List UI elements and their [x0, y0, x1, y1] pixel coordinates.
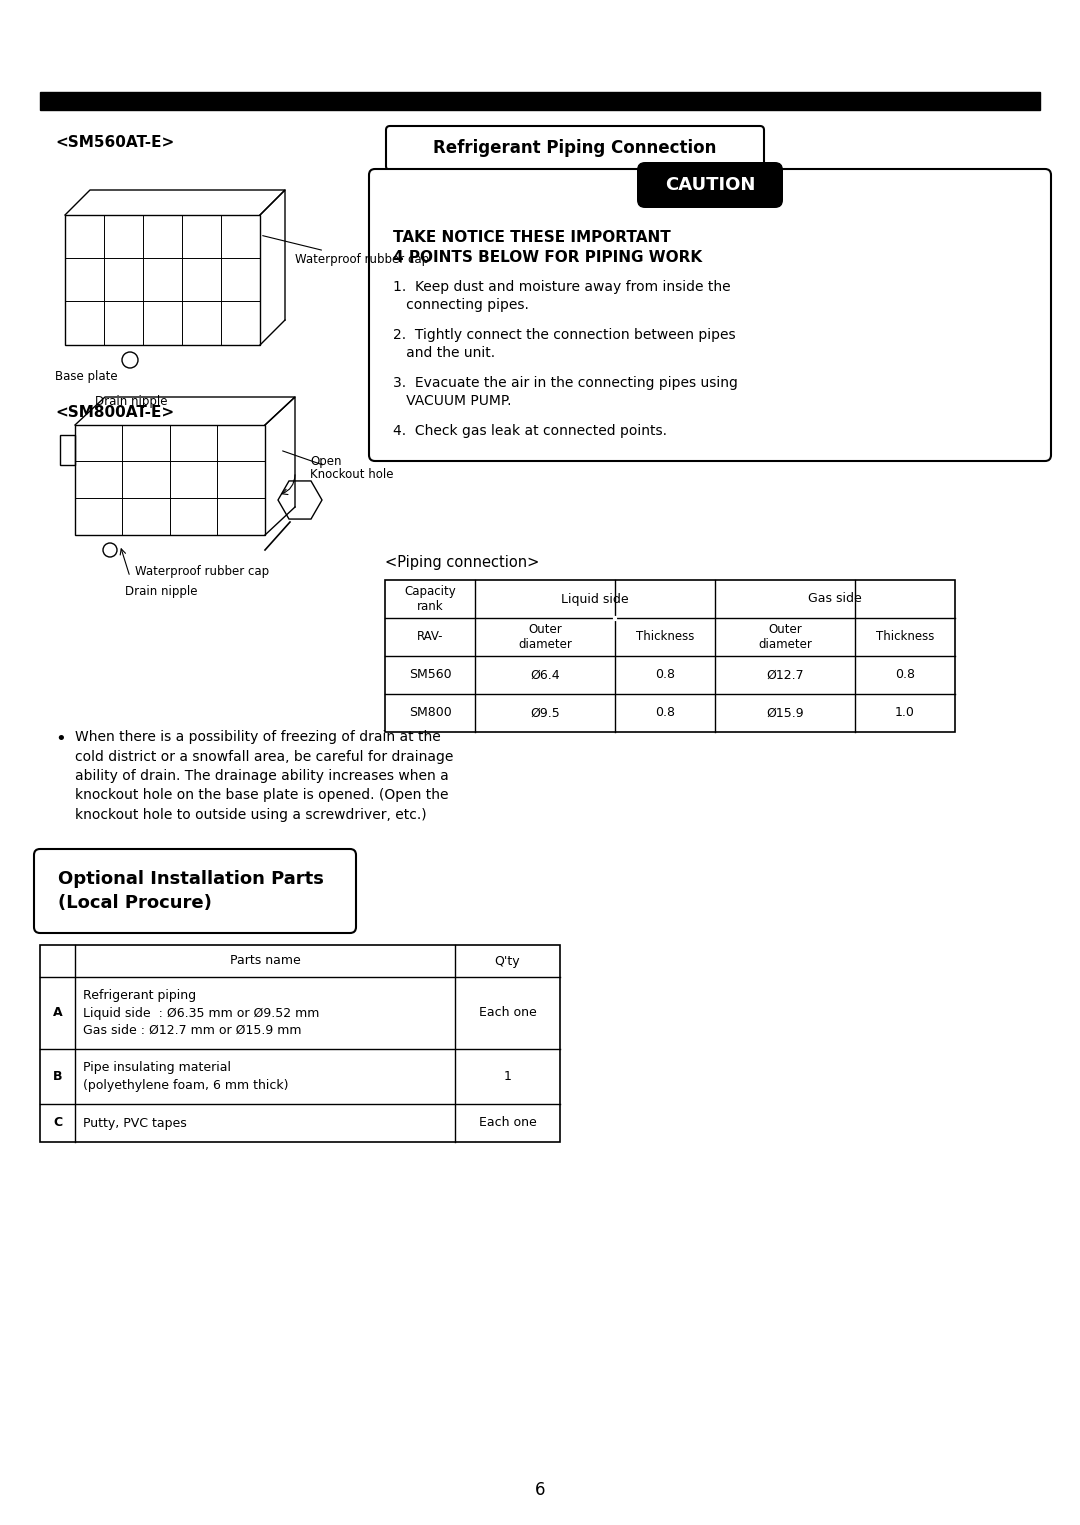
Text: 6: 6: [535, 1481, 545, 1499]
Text: <Piping connection>: <Piping connection>: [384, 555, 539, 570]
Text: 1.0: 1.0: [895, 706, 915, 720]
Text: 1.  Keep dust and moisture away from inside the
   connecting pipes.: 1. Keep dust and moisture away from insi…: [393, 281, 731, 313]
Text: SM800: SM800: [408, 706, 451, 720]
Text: <SM560AT-E>: <SM560AT-E>: [55, 136, 174, 149]
Text: Each one: Each one: [478, 1116, 537, 1130]
Text: Refrigerant Piping Connection: Refrigerant Piping Connection: [433, 139, 717, 157]
Text: 3.  Evacuate the air in the connecting pipes using
   VACUUM PUMP.: 3. Evacuate the air in the connecting pi…: [393, 377, 738, 409]
Text: Capacity
rank: Capacity rank: [404, 586, 456, 613]
Text: Thickness: Thickness: [636, 630, 694, 644]
Text: Drain nipple: Drain nipple: [95, 395, 167, 409]
Text: Ø15.9: Ø15.9: [766, 706, 804, 720]
Text: Q'ty: Q'ty: [495, 955, 521, 967]
Text: Gas side: Gas side: [808, 593, 862, 605]
Text: Knockout hole: Knockout hole: [283, 451, 393, 482]
Text: C: C: [53, 1116, 62, 1130]
FancyBboxPatch shape: [369, 169, 1051, 461]
Text: Parts name: Parts name: [230, 955, 300, 967]
Text: CAUTION: CAUTION: [665, 175, 755, 194]
FancyBboxPatch shape: [33, 849, 356, 933]
Bar: [384, 580, 955, 732]
Text: Outer
diameter: Outer diameter: [758, 624, 812, 651]
Text: TAKE NOTICE THESE IMPORTANT
4 POINTS BELOW FOR PIPING WORK: TAKE NOTICE THESE IMPORTANT 4 POINTS BEL…: [393, 230, 702, 265]
Text: Optional Installation Parts
(Local Procure): Optional Installation Parts (Local Procu…: [58, 871, 324, 912]
Text: Waterproof rubber cap: Waterproof rubber cap: [262, 236, 429, 267]
Text: 4.  Check gas leak at connected points.: 4. Check gas leak at connected points.: [393, 424, 667, 438]
Bar: [40, 92, 1040, 110]
Bar: [40, 946, 561, 1142]
Text: 0.8: 0.8: [654, 668, 675, 682]
Text: Ø12.7: Ø12.7: [766, 668, 804, 682]
Text: Ø6.4: Ø6.4: [530, 668, 559, 682]
Text: Open: Open: [310, 456, 341, 468]
Text: 0.8: 0.8: [654, 706, 675, 720]
Text: RAV-: RAV-: [417, 630, 443, 644]
Text: Ø9.5: Ø9.5: [530, 706, 559, 720]
Text: SM560: SM560: [408, 668, 451, 682]
Text: Pipe insulating material
(polyethylene foam, 6 mm thick): Pipe insulating material (polyethylene f…: [83, 1061, 288, 1092]
Text: 1: 1: [503, 1071, 512, 1083]
Text: A: A: [53, 1006, 63, 1020]
Text: Refrigerant piping
Liquid side  : Ø6.35 mm or Ø9.52 mm
Gas side : Ø12.7 mm or Ø1: Refrigerant piping Liquid side : Ø6.35 m…: [83, 990, 320, 1037]
Text: Each one: Each one: [478, 1006, 537, 1020]
Text: Base plate: Base plate: [55, 371, 118, 383]
Text: Thickness: Thickness: [876, 630, 934, 644]
Text: •: •: [55, 730, 66, 747]
Text: 2.  Tightly connect the connection between pipes
   and the unit.: 2. Tightly connect the connection betwee…: [393, 328, 735, 360]
Text: Liquid side: Liquid side: [562, 593, 629, 605]
FancyBboxPatch shape: [386, 127, 764, 169]
Text: <SM800AT-E>: <SM800AT-E>: [55, 406, 174, 419]
Text: B: B: [53, 1071, 63, 1083]
Text: Putty, PVC tapes: Putty, PVC tapes: [83, 1116, 187, 1130]
Text: When there is a possibility of freezing of drain at the
cold district or a snowf: When there is a possibility of freezing …: [75, 730, 454, 822]
Text: 0.8: 0.8: [895, 668, 915, 682]
FancyBboxPatch shape: [637, 162, 783, 207]
Text: Waterproof rubber cap: Waterproof rubber cap: [135, 564, 269, 578]
Bar: [60, 435, 75, 465]
Text: Outer
diameter: Outer diameter: [518, 624, 572, 651]
Text: Drain nipple: Drain nipple: [125, 586, 198, 598]
